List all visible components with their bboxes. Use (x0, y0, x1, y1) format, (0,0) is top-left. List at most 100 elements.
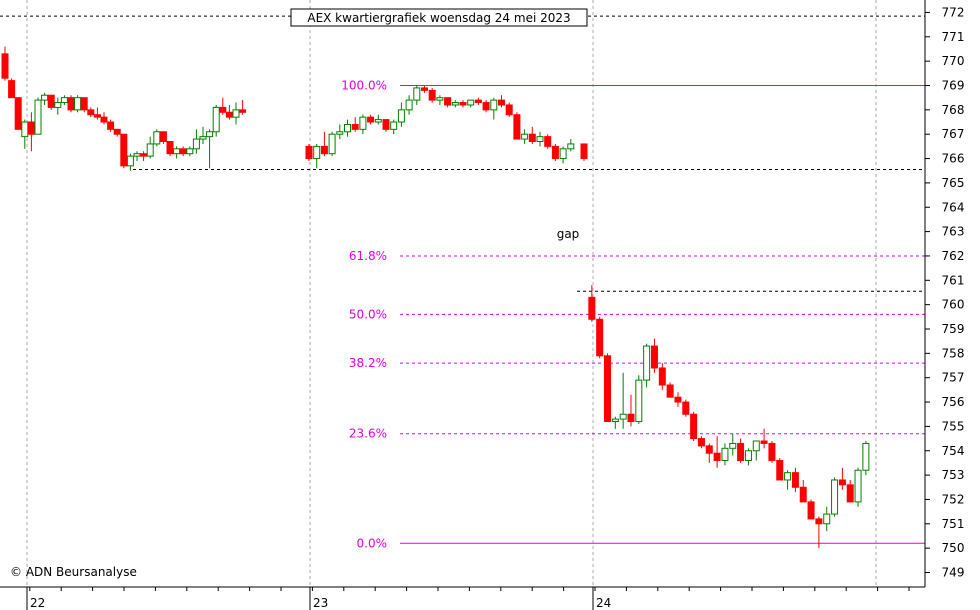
y-tick-label: 771 (942, 30, 965, 44)
candle-body (713, 452, 721, 461)
candle-body (428, 89, 436, 101)
y-tick-label: 764 (942, 200, 965, 214)
gap-annotation: gap (557, 227, 580, 241)
candle-body (838, 479, 846, 486)
y-tick-label: 762 (942, 249, 965, 263)
candle-body (807, 501, 815, 520)
fib-level-label: 0.0% (357, 536, 388, 550)
y-tick-label: 749 (942, 566, 965, 580)
candle-body (336, 131, 344, 135)
candle-body (320, 145, 328, 155)
candle-body (382, 119, 390, 130)
candle-body (146, 143, 154, 157)
candle-body (173, 148, 181, 155)
y-tick-label: 757 (942, 371, 965, 385)
candle-body (153, 131, 161, 145)
y-tick-label: 765 (942, 176, 965, 190)
y-tick-label: 753 (942, 468, 965, 482)
candle-body (482, 102, 490, 111)
candle-body (823, 513, 831, 525)
fibonacci-levels: 100.0% 61.8% 50.0% 38.2% 23.6% 0.0% (341, 79, 925, 550)
candle-body (47, 94, 55, 108)
candle-body (768, 442, 776, 461)
y-tick-label: 754 (942, 444, 965, 458)
candle-body (444, 97, 452, 106)
candle-body (666, 384, 674, 398)
candle-body (854, 469, 862, 503)
y-tick-label: 759 (942, 322, 965, 336)
candle-body (831, 479, 839, 515)
candle-body (100, 116, 108, 123)
x-tick-label: 24 (596, 596, 611, 610)
candle-body (474, 99, 482, 104)
candle-body (359, 116, 367, 130)
candle-body (126, 155, 134, 167)
y-tick-label: 756 (942, 395, 965, 409)
candle-body (107, 121, 115, 130)
candle-body (390, 121, 398, 130)
candle-body (596, 318, 604, 357)
candle-body (166, 141, 174, 155)
candle-body (87, 109, 95, 116)
candle-body (133, 153, 141, 157)
candle-body (67, 97, 75, 111)
y-tick-label: 769 (942, 79, 965, 93)
y-tick-label: 763 (942, 225, 965, 239)
candle-body (74, 97, 82, 111)
candle-body (80, 97, 88, 111)
candle-body (799, 486, 807, 503)
candle-body (60, 97, 68, 104)
candle-body (729, 442, 737, 449)
y-tick-label: 751 (942, 517, 965, 531)
candle-body (862, 442, 870, 471)
candle-body (559, 148, 567, 160)
x-tick-label: 23 (313, 596, 328, 610)
candle-body (791, 472, 799, 488)
candle-body (643, 345, 651, 381)
y-tick-label: 768 (942, 103, 965, 117)
candle-body (551, 145, 559, 160)
candle-body (690, 413, 698, 440)
candle-body (374, 119, 382, 123)
fib-level-label: 61.8% (349, 249, 387, 263)
candle-body (467, 99, 475, 106)
candle-body (8, 80, 16, 99)
candle-body (752, 440, 760, 452)
candle-body (328, 133, 336, 155)
candle-body (186, 148, 194, 155)
candle-body (397, 109, 405, 123)
candle-body (498, 99, 505, 106)
candle-body (528, 133, 536, 143)
candle-body (113, 128, 121, 135)
candle-body (41, 94, 49, 101)
fib-level-label: 38.2% (349, 356, 387, 370)
candle-body (697, 438, 705, 447)
candle-body (351, 123, 359, 130)
candle-body (140, 153, 148, 157)
candle-body (760, 440, 768, 444)
candle-body (682, 401, 690, 415)
candle-body (521, 133, 529, 140)
candle-body (627, 413, 635, 423)
candles (1, 46, 870, 549)
candle-body (705, 445, 713, 454)
candle-body (784, 472, 792, 481)
candle-body (21, 121, 29, 138)
candle-body (14, 97, 22, 130)
candle-body (344, 123, 351, 133)
candle-body (192, 138, 200, 150)
candle-body (413, 87, 421, 101)
candle-body (619, 413, 627, 420)
fib-level-label: 100.0% (341, 79, 387, 93)
candle-body (658, 367, 666, 386)
candle-body (776, 459, 784, 481)
candle-body (580, 143, 588, 160)
candle-body (815, 518, 823, 525)
candle-body (588, 296, 596, 320)
candle-body (635, 379, 643, 423)
candle-body (603, 355, 611, 423)
candle-body (206, 131, 214, 138)
x-tick-label: 22 (30, 596, 45, 610)
candle-body (513, 114, 521, 140)
